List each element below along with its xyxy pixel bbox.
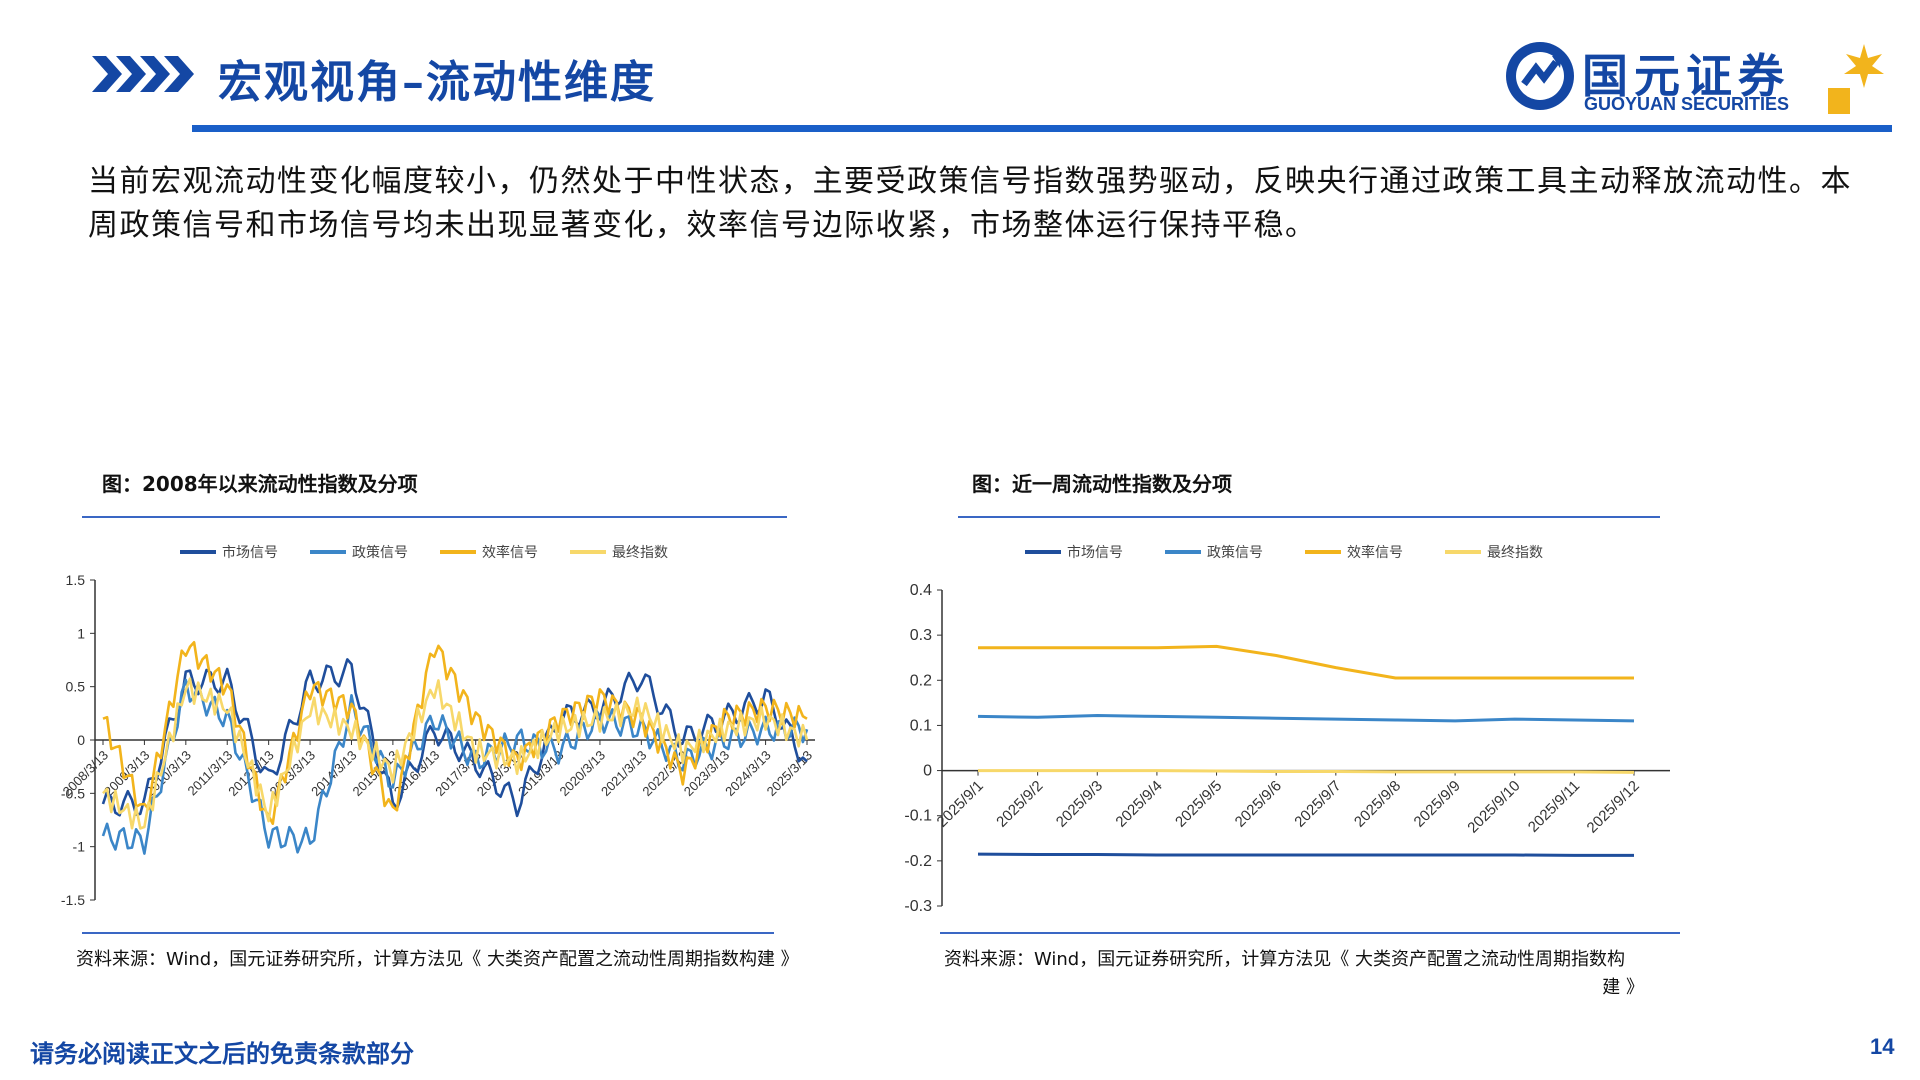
left-chart-legend-label-3: 最终指数 (612, 545, 668, 561)
left-chart-y-tick-label-0: 1.5 (66, 572, 86, 588)
right-chart-source-line1: 资料来源：Wind，国元证券研究所，计算方法见《 大类资产配置之流动性周期指数构 (944, 949, 1625, 970)
company-logo: 国元证券 GUOYUAN SECURITIES (1502, 36, 1892, 126)
right-chart-series-line-0 (977, 852, 1634, 857)
left-chart-legend-label-2: 效率信号 (482, 544, 538, 561)
right-chart-source: 资料来源：Wind，国元证券研究所，计算方法见《 大类资产配置之流动性周期指数构… (944, 946, 1704, 1002)
left-chart-bottom-rule (82, 932, 774, 934)
chevron-arrows-icon (92, 56, 194, 92)
page-title: 宏观视角–流动性维度 (218, 57, 656, 108)
header-rule (192, 125, 1892, 132)
left-chart-legend-label-0: 市场信号 (222, 544, 278, 561)
right-chart-x-tick-label-1: 2025/9/2 (993, 777, 1046, 830)
right-chart-series-line-2 (978, 644, 1634, 680)
left-chart-top-rule (82, 516, 787, 518)
left-chart-title: 图：2008年以来流动性指数及分项 (102, 472, 418, 496)
left-chart-legend-label-1: 政策信号 (352, 544, 408, 561)
right-chart-source-line2: 建 》 (1602, 977, 1644, 998)
right-chart-x-tick-label-11: 2025/9/12 (1584, 777, 1643, 836)
intro-paragraph: 当前宏观流动性变化幅度较小，仍然处于中性状态，主要受政策信号指数强势驱动，反映央… (88, 164, 1852, 243)
right-chart-y-tick-label-6: -0.2 (904, 853, 932, 870)
right-chart-series-line-1 (977, 714, 1635, 723)
right-chart-legend-label-3: 最终指数 (1487, 545, 1543, 561)
left-chart-source: 资料来源：Wind，国元证券研究所，计算方法见《 大类资产配置之流动性周期指数构… (76, 949, 799, 970)
right-chart-y-tick-label-1: 0.3 (910, 627, 932, 644)
right-chart-x-tick-label-10: 2025/9/11 (1525, 777, 1583, 835)
logo-chinese-name: 国元证券 (1582, 49, 1790, 103)
disclaimer-text: 请务必阅读正文之后的免责条款部分 (30, 1040, 414, 1068)
right-chart-bottom-rule (940, 932, 1680, 934)
left-chart-y-tick-label-4: -0.5 (61, 785, 85, 801)
right-liquidity-chart: 市场信号 政策信号 效率信号 最终指数 0.4 0.3 0.2 0.1 0 -0.1 -0.2 -0.… (904, 544, 1670, 915)
right-chart-legend-label-1: 政策信号 (1207, 544, 1263, 561)
right-chart-y-tick-label-2: 0.2 (910, 672, 932, 689)
right-chart-legend-label-0: 市场信号 (1067, 544, 1123, 561)
left-liquidity-chart: 市场信号 政策信号 效率信号 最终指数1.510.50-0.5-1-1.52008/3… (60, 544, 816, 908)
right-chart-y-tick-label-5: -0.1 (904, 808, 932, 825)
right-chart-x-tick-label-7: 2025/9/8 (1351, 777, 1404, 830)
right-chart-y-tick-label-7: -0.3 (904, 898, 932, 915)
right-chart-legend-label-2: 效率信号 (1347, 544, 1403, 561)
left-chart-y-tick-label-3: 0 (77, 732, 85, 748)
right-chart-x-tick-label-4: 2025/9/5 (1172, 777, 1225, 830)
right-chart-y-tick-label-4: 0 (923, 763, 932, 780)
right-chart-title: 图：近一周流动性指数及分项 (972, 472, 1232, 496)
left-chart-series-line-0 (101, 658, 808, 818)
left-chart-y-tick-label-1: 1 (77, 625, 85, 641)
left-chart-series-line-2 (102, 641, 808, 826)
right-chart-top-rule (958, 516, 1660, 518)
right-chart-x-tick-label-8: 2025/9/9 (1411, 777, 1464, 830)
gold-sparkle-icon (1828, 44, 1884, 114)
left-chart-series-line-3 (102, 677, 809, 830)
left-chart-series-line-1 (101, 678, 809, 855)
right-chart-y-tick-label-3: 0.1 (910, 717, 932, 734)
right-chart-x-tick-label-6: 2025/9/7 (1291, 777, 1344, 830)
right-chart-x-tick-label-2: 2025/9/3 (1053, 777, 1106, 830)
logo-english-name: GUOYUAN SECURITIES (1584, 94, 1790, 114)
right-chart-x-tick-label-9: 2025/9/10 (1464, 777, 1523, 836)
right-chart-x-tick-label-5: 2025/9/6 (1232, 777, 1285, 830)
right-chart-y-tick-label-0: 0.4 (910, 582, 932, 599)
left-chart-y-tick-label-5: -1 (73, 839, 86, 855)
logo-emblem-icon (1506, 42, 1574, 110)
left-chart-y-tick-label-2: 0.5 (66, 679, 86, 695)
left-chart-y-tick-label-6: -1.5 (61, 892, 85, 908)
right-chart-series-line-3 (978, 769, 1635, 774)
right-chart-x-tick-label-3: 2025/9/4 (1112, 777, 1165, 830)
page-number: 14 (1870, 1034, 1895, 1059)
left-chart-x-tick-label-17: 2025/3/13 (764, 748, 816, 800)
